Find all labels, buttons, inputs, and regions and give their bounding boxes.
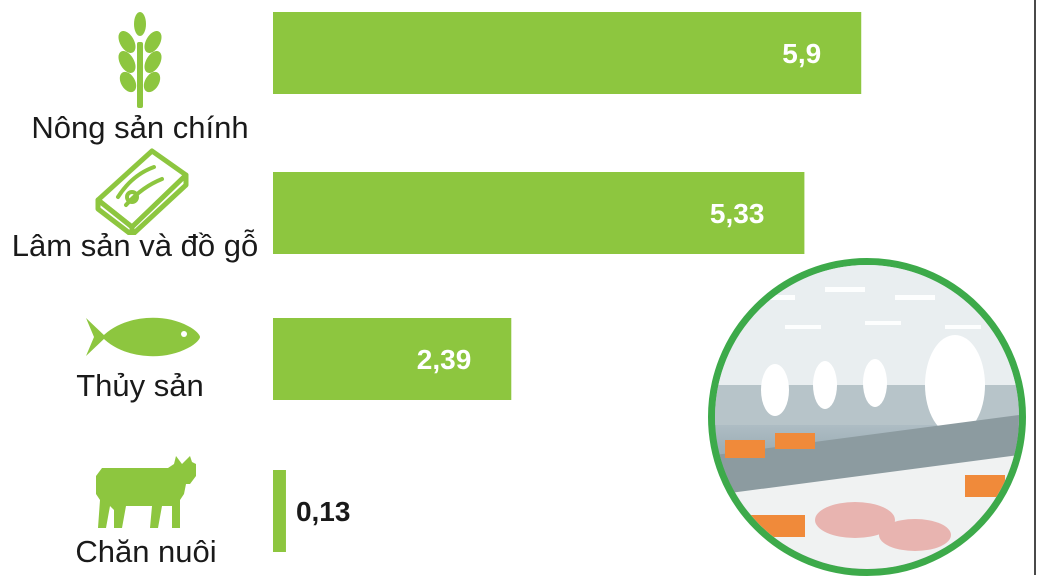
bar-2 (273, 172, 805, 254)
factory-photo (708, 258, 1026, 576)
bar-3 (273, 318, 512, 400)
category-label: Thủy sản (76, 368, 204, 403)
bar-value-label: 2,39 (417, 344, 472, 375)
timber-icon (95, 148, 189, 235)
bar-value-label: 5,9 (782, 38, 821, 69)
bar-1 (273, 12, 862, 94)
page-divider (1034, 0, 1036, 575)
category-label: Lâm sản và đồ gỗ (11, 228, 259, 263)
cow-icon (96, 456, 196, 528)
bar-value-label: 0,13 (296, 496, 351, 527)
bar-value-label: 5,33 (710, 198, 765, 229)
wheat-icon (118, 12, 162, 108)
fish-icon (86, 317, 200, 357)
category-label: Chăn nuôi (75, 534, 217, 569)
page-margin (1036, 0, 1053, 575)
category-label: Nông sản chính (31, 110, 249, 145)
factory-photo-illustration (715, 265, 1019, 569)
bar-4 (273, 470, 286, 552)
